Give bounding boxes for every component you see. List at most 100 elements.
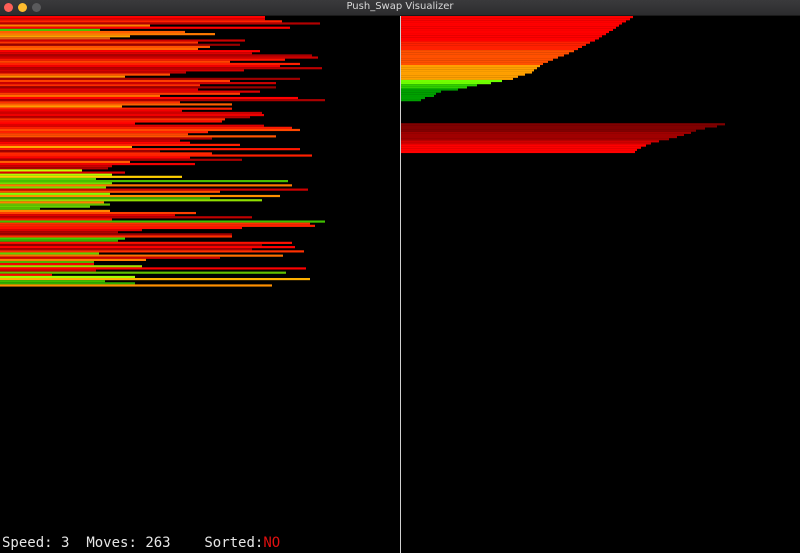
stack-b-bar (401, 99, 421, 102)
stack-a-bar (0, 30, 185, 34)
stack-a-bar (0, 211, 196, 215)
stack-a-bar (0, 271, 286, 274)
window-maximize-button[interactable] (32, 3, 41, 12)
stack-a-bar (0, 54, 312, 57)
stack-a-bar (0, 205, 90, 208)
stack-b-bar (401, 96, 425, 100)
stack-a-bar (0, 128, 300, 132)
moves-value: 263 (145, 535, 171, 551)
stack-b-bar (401, 47, 578, 51)
stack-a-bar (0, 103, 232, 106)
stack-a-bar (0, 50, 260, 53)
stack-a-bar (0, 120, 222, 123)
stack-a-bar (0, 186, 106, 189)
stack-a-bar (0, 143, 240, 146)
stack-a-bar (0, 35, 130, 38)
stack-a-bar (0, 39, 245, 42)
stack-a-bar (0, 73, 170, 76)
stack-a-bar (0, 173, 112, 176)
stack-b-bar (401, 94, 434, 97)
stack-a-bar (0, 60, 230, 63)
stack-a-bar (0, 226, 242, 230)
stack-b-bar (401, 67, 537, 70)
stack-b-bar (401, 24, 619, 27)
stack-a-bar (0, 192, 110, 195)
stack-a-bar (0, 280, 105, 283)
stack-b-bar (401, 33, 606, 36)
stack-b-bar (401, 45, 582, 48)
stack-a-bar (0, 282, 135, 285)
stack-a-bar (0, 199, 262, 202)
stack-a-bar (0, 99, 325, 102)
stack-b-bar (401, 150, 635, 154)
stack-b-bar (401, 20, 626, 23)
stack-b-bar (401, 58, 553, 61)
stack-a-bar (0, 284, 272, 287)
stack-a-bar (0, 126, 292, 129)
stack-b-bar (401, 54, 564, 57)
stack-a-bar (0, 62, 300, 66)
stack-a-bar (0, 109, 182, 112)
stack-b-bar (401, 90, 441, 93)
stack-a-bar (0, 216, 252, 219)
stack-b-bar (401, 140, 659, 143)
status-bar: Speed: 3 Moves: 263 Sorted:NO (2, 535, 280, 551)
stack-a-bar (0, 145, 132, 149)
stack-a-bar (0, 273, 52, 276)
stack-b-bar (401, 84, 477, 87)
stack-b-bar (401, 79, 502, 83)
stack-a-bar (0, 158, 242, 161)
stack-a-bar (0, 167, 108, 170)
stack-a-bar (0, 105, 122, 108)
stack-b-bar (401, 50, 574, 53)
stack-a-bar (0, 165, 112, 168)
stack-b (401, 16, 725, 154)
stack-b-bar (401, 73, 525, 76)
stack-a-bar (0, 137, 212, 140)
stack-a-bar (0, 69, 244, 72)
stack-a-bar (0, 22, 320, 25)
stack-a-bar (0, 229, 142, 232)
stack-a-bar (0, 96, 298, 100)
stack-a-bar (0, 37, 110, 40)
stack-a-bar (0, 58, 285, 61)
stack-a-bar (0, 131, 208, 134)
stacks-view (0, 16, 800, 553)
stack-a-bar (0, 92, 240, 95)
stack-b-bar (401, 135, 677, 139)
stack-a-bar (0, 24, 150, 27)
stack-a-bar (0, 209, 110, 213)
stack-a-bar (0, 267, 306, 270)
stack-a (0, 16, 325, 287)
stack-b-bar (401, 56, 558, 59)
moves-label: Moves: (86, 535, 137, 551)
stack-a-bar (0, 220, 325, 223)
window-minimize-button[interactable] (18, 3, 27, 12)
stack-b-bar (401, 16, 633, 19)
stack-a-bar (0, 16, 265, 19)
window-close-button[interactable] (4, 3, 13, 12)
stack-a-bar (0, 175, 182, 178)
stack-b-bar (401, 22, 622, 25)
window-titlebar: Push_Swap Visualizer (0, 0, 800, 16)
stack-a-bar (0, 231, 118, 234)
stack-a-bar (0, 243, 262, 247)
stack-a-bar (0, 141, 190, 144)
stack-b-bar (401, 43, 586, 46)
stack-b-bar (401, 26, 616, 29)
stack-a-bar (0, 86, 276, 89)
sorted-value: NO (263, 535, 281, 551)
stack-a-bar (0, 133, 188, 136)
stack-a-bar (0, 241, 292, 244)
stack-a-bar (0, 18, 265, 21)
stack-b-bar (401, 28, 613, 31)
stack-a-bar (0, 154, 312, 157)
stack-a-bar (0, 122, 135, 125)
window-title: Push_Swap Visualizer (346, 1, 454, 12)
stack-b-bar (401, 37, 599, 40)
stack-a-bar (0, 135, 276, 138)
stack-a-bar (0, 239, 118, 242)
stack-a-bar (0, 77, 300, 80)
stack-a-bar (0, 52, 252, 55)
stack-b-bar (401, 71, 532, 74)
